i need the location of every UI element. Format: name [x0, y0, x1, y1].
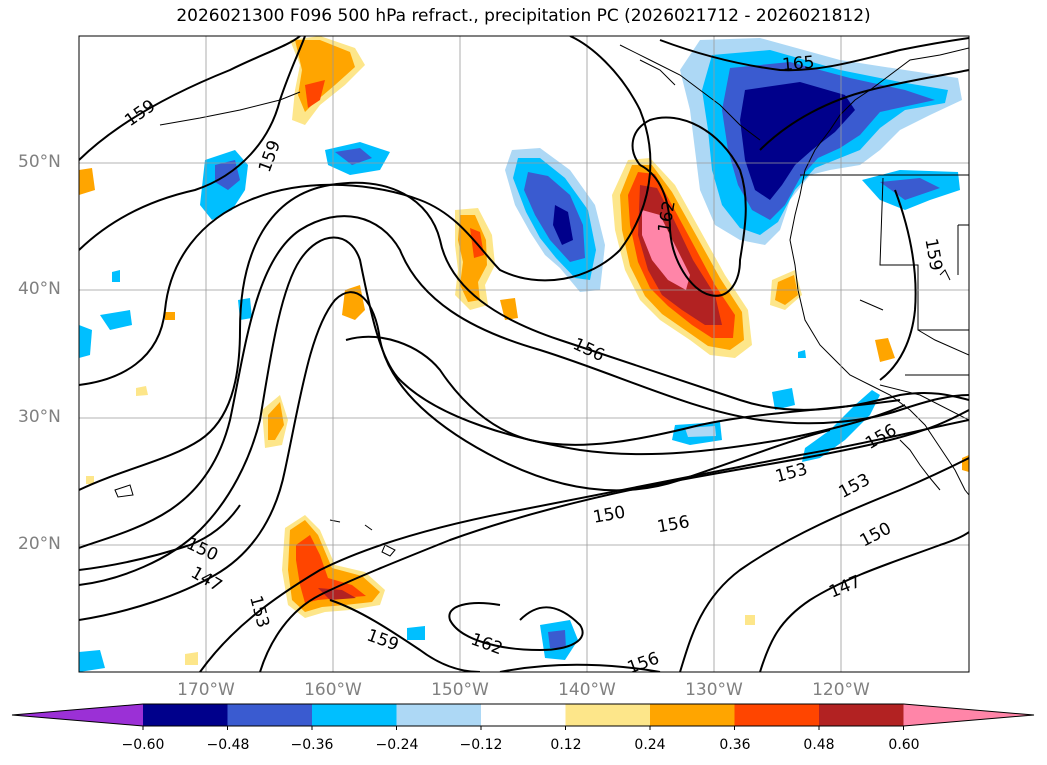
lat-label: 20°N: [18, 534, 61, 554]
lon-label: 170°W: [177, 680, 235, 700]
colorbar-segment: [481, 704, 566, 726]
colorbar-segment: [227, 704, 313, 726]
positive-precip-areas: [79, 36, 969, 665]
lon-label: 150°W: [431, 680, 489, 700]
colorbar-tick-label: −0.60: [121, 737, 165, 753]
colorbar-segment: [312, 704, 397, 726]
colorbar-tick-label: −0.12: [459, 737, 503, 753]
colorbar-tick-label: −0.24: [375, 737, 419, 753]
graticule: [79, 36, 969, 672]
colorbar-segment: [396, 704, 482, 726]
colorbar: [11, 703, 1035, 730]
lon-label: 140°W: [558, 680, 616, 700]
colorbar-tick-label: 0.12: [550, 737, 582, 753]
colorbar-tick-label: 0.60: [888, 737, 920, 753]
lat-label: 30°N: [18, 407, 61, 427]
colorbar-segment: [734, 704, 820, 726]
colorbar-tick-label: −0.36: [290, 737, 334, 753]
coastlines: [114, 44, 969, 557]
map-frame: [78, 35, 970, 673]
map-title: 2026021300 F096 500 hPa refract., precip…: [176, 6, 871, 26]
colorbar-tick-label: 0.48: [803, 737, 835, 753]
colorbar-segment: [143, 704, 228, 726]
colorbar-segment: [650, 704, 735, 726]
lat-label: 40°N: [18, 279, 61, 299]
colorbar-extend-min: [12, 704, 143, 726]
colorbar-segment: [819, 704, 904, 726]
colorbar-tick-label: 0.36: [719, 737, 751, 753]
lon-label: 120°W: [812, 680, 870, 700]
lat-label: 50°N: [18, 152, 61, 172]
height-contours: [79, 36, 969, 672]
lon-label: 130°W: [685, 680, 743, 700]
negative-precip-areas: [79, 38, 962, 672]
lon-label: 160°W: [304, 680, 362, 700]
colorbar-extend-max: [903, 704, 1034, 726]
colorbar-segment: [565, 704, 651, 726]
contour-labels: 159 159 165 162 159 156 156 153 153 150 …: [121, 53, 946, 672]
colorbar-tick-label: 0.24: [634, 737, 666, 753]
colorbar-tick-label: −0.48: [206, 737, 250, 753]
contour-label: 165: [781, 53, 815, 76]
